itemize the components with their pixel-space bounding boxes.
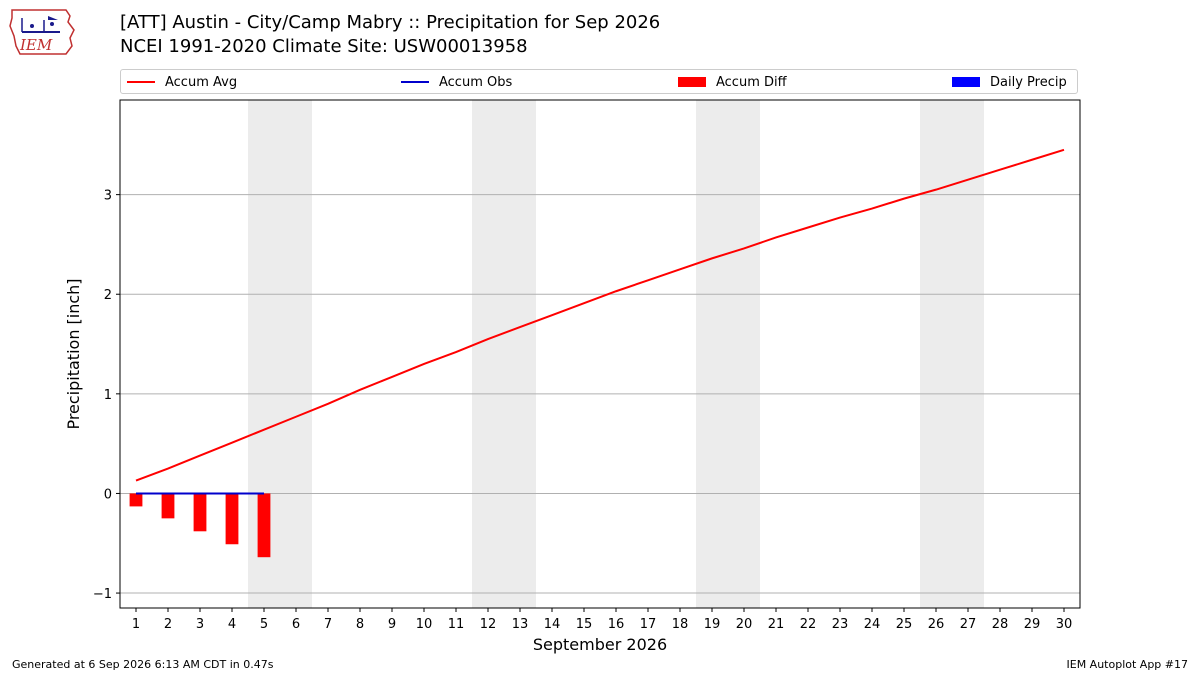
- legend-item-accum-diff: Accum Diff: [678, 74, 787, 90]
- weekend-band-19: [696, 100, 728, 608]
- weekend-band-26: [920, 100, 952, 608]
- y-tick-label-1: 1: [104, 388, 112, 403]
- autoplot-app-label: IEM Autoplot App #17: [1066, 658, 1189, 671]
- x-tick-label-6: 6: [292, 617, 300, 632]
- x-tick-label-21: 21: [768, 617, 785, 632]
- x-tick-label-28: 28: [992, 617, 1009, 632]
- y-tick-label-0: 0: [104, 487, 112, 502]
- legend-label-accum-avg: Accum Avg: [165, 74, 238, 90]
- legend-label-accum-diff: Accum Diff: [716, 74, 787, 90]
- accum-diff-bar-3: [193, 493, 207, 532]
- x-tick-label-11: 11: [448, 617, 465, 632]
- x-tick-label-13: 13: [512, 617, 529, 632]
- x-tick-label-15: 15: [576, 617, 593, 632]
- legend-item-daily-precip: Daily Precip: [952, 74, 1067, 90]
- x-tick-label-29: 29: [1024, 617, 1041, 632]
- x-tick-label-30: 30: [1056, 617, 1073, 632]
- x-tick-label-23: 23: [832, 617, 849, 632]
- x-tick-label-19: 19: [704, 617, 721, 632]
- x-tick-label-2: 2: [164, 617, 172, 632]
- y-tick-label-2: 2: [104, 288, 112, 303]
- chart-subtitle: NCEI 1991-2020 Climate Site: USW00013958: [120, 36, 528, 57]
- accum-avg-line: [135, 148, 1065, 482]
- accum-diff-bar-2: [161, 493, 175, 519]
- accum-diff-bar-4: [225, 493, 239, 545]
- logo-text: IEM: [19, 36, 53, 54]
- generated-timestamp: Generated at 6 Sep 2026 6:13 AM CDT in 0…: [12, 658, 274, 671]
- legend-swatch-accum-diff: [678, 77, 706, 87]
- x-tick-label-12: 12: [480, 617, 497, 632]
- x-tick-label-14: 14: [544, 617, 561, 632]
- accum-diff-bar-1: [129, 493, 143, 507]
- chart-title: [ATT] Austin - City/Camp Mabry :: Precip…: [120, 12, 661, 33]
- legend-item-accum-obs: Accum Obs: [401, 74, 512, 90]
- accum-diff-bar-5: [257, 493, 271, 558]
- chart-legend: Accum Avg Accum Obs Accum Diff Daily Pre…: [120, 69, 1078, 94]
- y-tick-label--1: −1: [93, 587, 112, 602]
- x-tick-label-5: 5: [260, 617, 268, 632]
- x-tick-label-9: 9: [388, 617, 396, 632]
- y-axis-label: Precipitation [inch]: [64, 278, 83, 429]
- x-tick-label-3: 3: [196, 617, 204, 632]
- x-tick-label-27: 27: [960, 617, 977, 632]
- plot-frame: [119, 99, 1081, 609]
- legend-swatch-accum-obs: [401, 81, 429, 83]
- x-tick-label-17: 17: [640, 617, 657, 632]
- legend-label-accum-obs: Accum Obs: [439, 74, 513, 90]
- legend-swatch-accum-avg: [127, 81, 155, 83]
- x-tick-label-1: 1: [132, 617, 140, 632]
- legend-label-daily-precip: Daily Precip: [990, 74, 1067, 90]
- weekend-band-20: [728, 100, 760, 608]
- weekend-band-6: [280, 100, 312, 608]
- x-tick-label-20: 20: [736, 617, 753, 632]
- weekend-band-13: [504, 100, 536, 608]
- x-tick-label-10: 10: [416, 617, 433, 632]
- iem-logo-graphic: IEM: [9, 9, 75, 55]
- legend-item-accum-avg: Accum Avg: [127, 74, 237, 90]
- x-tick-label-4: 4: [228, 617, 236, 632]
- x-tick-label-22: 22: [800, 617, 817, 632]
- x-tick-label-18: 18: [672, 617, 689, 632]
- legend-swatch-daily-precip: [952, 77, 980, 87]
- x-tick-label-24: 24: [864, 617, 881, 632]
- x-tick-label-8: 8: [356, 617, 364, 632]
- iem-logo: IEM: [8, 6, 80, 58]
- x-tick-label-7: 7: [324, 617, 332, 632]
- weekend-band-12: [472, 100, 504, 608]
- weekend-band-27: [952, 100, 984, 608]
- x-axis-label: September 2026: [533, 635, 667, 654]
- x-tick-label-25: 25: [896, 617, 913, 632]
- x-tick-label-26: 26: [928, 617, 945, 632]
- y-tick-label-3: 3: [104, 189, 112, 204]
- x-tick-label-16: 16: [608, 617, 625, 632]
